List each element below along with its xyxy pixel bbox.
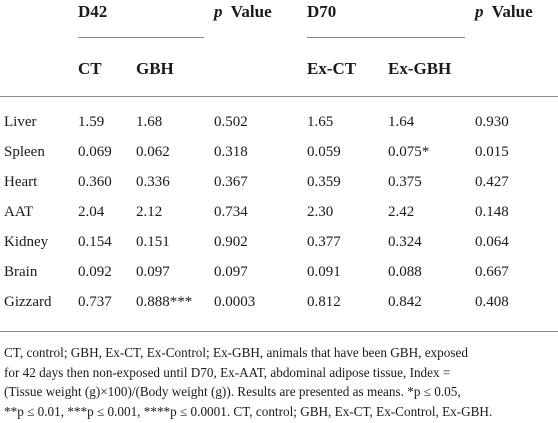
footnote-line: CT, control; GBH, Ex-CT, Ex-Control; Ex-… [4, 345, 468, 360]
cell-gbh: 2.12 [136, 204, 163, 220]
cell-p1: 0.318 [214, 144, 248, 160]
row-label: Kidney [4, 234, 49, 250]
table-footnote: CT, control; GBH, Ex-CT, Ex-Control; Ex-… [4, 343, 556, 421]
row-label: Heart [4, 174, 38, 190]
header-d42: D42 [78, 2, 108, 21]
cell-ex-ct: 0.091 [307, 264, 341, 280]
footnote-line: (Tissue weight (g)×100)/(Body weight (g)… [4, 384, 461, 399]
cell-ex-ct: 0.059 [307, 144, 341, 160]
cell-p1: 0.902 [214, 234, 248, 250]
cell-p1: 0.367 [214, 174, 248, 190]
cell-ex-ct: 2.30 [307, 204, 334, 220]
cell-ex-gbh: 0.375 [388, 174, 422, 190]
row-label: Spleen [4, 144, 45, 160]
cell-p2: 0.930 [475, 114, 509, 130]
cell-ct: 0.154 [78, 234, 112, 250]
cell-p2: 0.015 [475, 144, 509, 160]
cell-ex-gbh: 0.842 [388, 294, 422, 310]
cell-ex-gbh: 0.324 [388, 234, 422, 250]
col-header-gbh: GBH [136, 59, 174, 78]
table-bottom-rule [0, 331, 558, 332]
cell-gbh: 0.097 [136, 264, 170, 280]
row-label: Brain [4, 264, 38, 280]
cell-ex-ct: 1.65 [307, 114, 334, 130]
cell-ct: 1.59 [78, 114, 105, 130]
cell-gbh: 0.888*** [136, 294, 193, 310]
cell-p1: 0.0003 [214, 294, 256, 310]
row-label: AAT [4, 204, 34, 220]
p-italic: p [214, 2, 223, 21]
cell-p1: 0.502 [214, 114, 248, 130]
cell-p2: 0.408 [475, 294, 509, 310]
cell-p1: 0.097 [214, 264, 248, 280]
cell-ct: 0.737 [78, 294, 112, 310]
footnote-line: for 42 days then non-exposed until D70, … [4, 364, 451, 380]
cell-ex-gbh: 2.42 [388, 204, 415, 220]
group-rule-d70 [307, 37, 465, 38]
group-rule-d42 [78, 37, 204, 38]
cell-ex-ct: 0.812 [307, 294, 341, 310]
col-header-ex-gbh: Ex-GBH [388, 59, 452, 78]
row-label: Gizzard [4, 294, 52, 310]
cell-gbh: 0.151 [136, 234, 170, 250]
p-italic: p [475, 2, 484, 21]
cell-ex-gbh: 1.64 [388, 114, 415, 130]
value-label: Value [230, 2, 272, 21]
cell-ct: 0.069 [78, 144, 112, 160]
cell-p2: 0.148 [475, 204, 509, 220]
col-header-ct: CT [78, 59, 102, 78]
cell-p2: 0.667 [475, 264, 509, 280]
header-p-value-2: p Value [475, 2, 533, 22]
row-label: Liver [4, 114, 37, 130]
cell-gbh: 0.062 [136, 144, 170, 160]
cell-gbh: 0.336 [136, 174, 170, 190]
cell-ex-gbh: 0.075* [388, 144, 430, 160]
cell-gbh: 1.68 [136, 114, 163, 130]
cell-ex-gbh: 0.088 [388, 264, 422, 280]
cell-ex-ct: 0.377 [307, 234, 341, 250]
cell-p1: 0.734 [214, 204, 248, 220]
cell-ct: 0.360 [78, 174, 112, 190]
value-label: Value [491, 2, 533, 21]
cell-p2: 0.064 [475, 234, 509, 250]
header-p-value-1: p Value [214, 2, 272, 22]
cell-ct: 2.04 [78, 204, 105, 220]
cell-ct: 0.092 [78, 264, 112, 280]
cell-ex-ct: 0.359 [307, 174, 341, 190]
col-header-ex-ct: Ex-CT [307, 59, 357, 78]
header-rule [0, 96, 558, 97]
header-d70: D70 [307, 2, 337, 21]
cell-p2: 0.427 [475, 174, 509, 190]
footnote-line: **p ≤ 0.01, ***p ≤ 0.001, ****p ≤ 0.0001… [4, 403, 493, 419]
